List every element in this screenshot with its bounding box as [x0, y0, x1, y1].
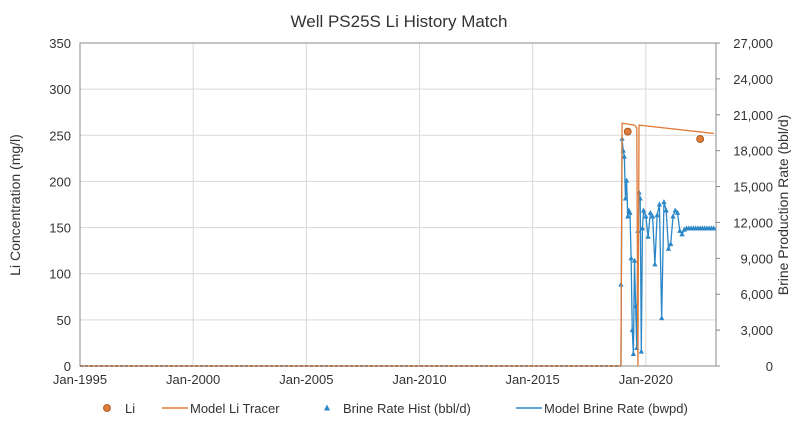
legend-label: Model Brine Rate (bwpd)	[544, 401, 688, 416]
legend-item: Model Brine Rate (bwpd)	[516, 401, 688, 416]
legend: Li Model Li Tracer Brine Rate Hist (bbl/d)…	[103, 401, 688, 416]
legend-label: Brine Rate Hist (bbl/d)	[343, 401, 471, 416]
legend-item: Li	[103, 401, 135, 416]
brine-rate-hist-point	[647, 209, 653, 215]
x-tick-label: Jan-1995	[53, 372, 107, 387]
brine-rate-hist-point	[622, 195, 629, 201]
brine-rate-hist-point	[677, 227, 683, 233]
y2-tick-label: 24,000	[733, 72, 773, 87]
brine-rate-hist-point	[661, 199, 667, 205]
brine-rate-hist-point	[640, 207, 647, 213]
x-tick-label: Jan-2005	[279, 372, 333, 387]
y2-tick-label: 3,000	[740, 323, 773, 338]
y-axis-right-title: Brine Production Rate (bbl/d)	[775, 115, 791, 296]
x-tick-label: Jan-2000	[166, 372, 220, 387]
brine-rate-hist-point	[665, 245, 672, 251]
y-tick-label: 350	[49, 36, 71, 51]
li-point	[696, 135, 705, 143]
y-tick-label: 250	[49, 128, 71, 143]
brine-rate-hist-point	[645, 233, 651, 239]
legend-label: Model Li Tracer	[190, 401, 280, 416]
brine-rate-hist-point	[674, 209, 681, 215]
y-tick-label: 150	[49, 221, 71, 236]
legend-swatch	[103, 404, 111, 412]
brine-rate-hist-point	[668, 240, 674, 246]
brine-rate-hist-point	[654, 212, 660, 218]
y-tick-label: 50	[57, 313, 71, 328]
y2-tick-label: 21,000	[733, 108, 773, 123]
brine-rate-hist-point	[638, 348, 644, 354]
brine-rate-hist-point	[625, 213, 631, 219]
brine-rate-hist-point	[639, 225, 646, 231]
y-axis-left: 0 50 100 150 200 250 300 350	[49, 36, 71, 374]
legend-item: Brine Rate Hist (bbl/d)	[324, 401, 471, 416]
chart-title: Well PS25S Li History Match	[291, 12, 508, 31]
brine-rate-hist-point	[633, 303, 639, 309]
y2-tick-label: 12,000	[733, 215, 773, 230]
y2-tick-label: 0	[766, 359, 773, 374]
brine-rate-hist-point	[679, 231, 685, 237]
y2-tick-label: 9,000	[740, 251, 773, 266]
brine-rate-hist-point	[621, 153, 627, 159]
brine-rate-hist-point	[627, 209, 633, 215]
series-layer	[80, 122, 717, 367]
brine-rate-hist-point	[659, 315, 665, 321]
brine-rate-hist-point	[656, 201, 663, 207]
y2-tick-label: 18,000	[733, 144, 773, 159]
y-tick-label: 300	[49, 82, 71, 97]
y2-tick-label: 6,000	[740, 287, 773, 302]
legend-swatch	[324, 404, 330, 411]
x-tick-label: Jan-2020	[619, 372, 673, 387]
brine-rate-hist-point	[630, 351, 636, 357]
series-model-brine-rate-line	[620, 138, 714, 367]
y-tick-label: 100	[49, 267, 71, 282]
brine-rate-hist-point	[663, 207, 669, 213]
y2-tick-label: 27,000	[733, 36, 773, 51]
brine-rate-hist-point	[711, 225, 717, 231]
legend-item: Model Li Tracer	[162, 401, 280, 416]
y-tick-label: 0	[64, 359, 71, 374]
y-tick-label: 200	[49, 174, 71, 189]
x-tick-label: Jan-2015	[506, 372, 560, 387]
x-axis: Jan-1995 Jan-2000 Jan-2005 Jan-2010 Jan-2015…	[53, 372, 673, 387]
legend-label: Li	[125, 401, 135, 416]
y2-tick-label: 15,000	[733, 180, 773, 195]
brine-rate-hist-point	[628, 255, 634, 261]
brine-rate-hist-point	[643, 213, 649, 219]
brine-rate-hist-point	[652, 261, 658, 267]
y-axis-right: 0 3,000 6,000 9,000 12,000 15,000 18,000 21,000…	[716, 36, 773, 374]
brine-rate-hist-point	[629, 327, 635, 333]
brine-rate-hist-point	[631, 257, 638, 263]
brine-rate-hist-point	[672, 207, 678, 213]
brine-rate-hist-point	[670, 213, 676, 219]
x-tick-label: Jan-2010	[392, 372, 446, 387]
brine-rate-hist-point	[623, 177, 630, 183]
li-point	[623, 127, 632, 136]
brine-rate-hist-point	[650, 213, 656, 219]
series-model-li-tracer-line	[620, 122, 714, 367]
y-axis-left-title: Li Concentration (mg/l)	[7, 134, 23, 276]
